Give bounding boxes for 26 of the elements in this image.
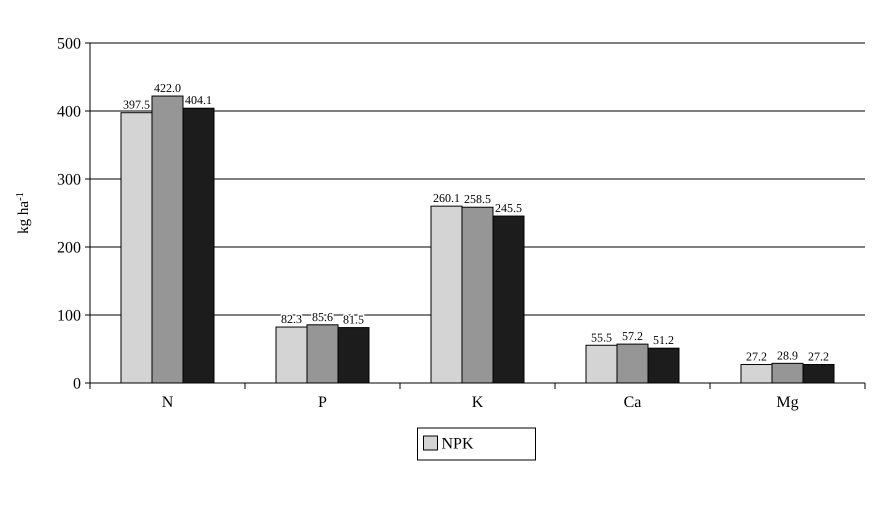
text: 27.2 [746,350,767,364]
text: 28.9 [777,348,798,362]
x-tick-label: Ca [624,394,642,411]
text: 27.2 [808,350,829,364]
y-tick-label: 0 [73,376,81,393]
text: 57.2 [622,329,643,344]
y-tick-label: 300 [57,172,81,189]
y-tick-label: 400 [57,104,81,121]
x-tick-label: N [162,394,174,411]
text: 82.3 [281,312,302,326]
y-tick-label: 100 [57,308,81,325]
text: 55.5 [591,330,612,344]
text: 81.5 [343,312,364,327]
text: 245.5 [495,201,522,216]
x-tick-label: P [318,394,328,411]
text: 258.5 [464,192,491,206]
x-tick-label: K [472,394,484,411]
text: 422.0 [154,81,181,96]
text: 404.1 [185,93,212,108]
text: 51.2 [653,333,674,348]
y-tick-label: 200 [57,240,81,257]
x-tick-label: Mg [776,394,799,411]
text: 260.1 [433,191,460,206]
y-tick-label: 500 [57,36,81,53]
text: 397.5 [123,98,150,112]
legend-label: NPK [442,436,474,453]
